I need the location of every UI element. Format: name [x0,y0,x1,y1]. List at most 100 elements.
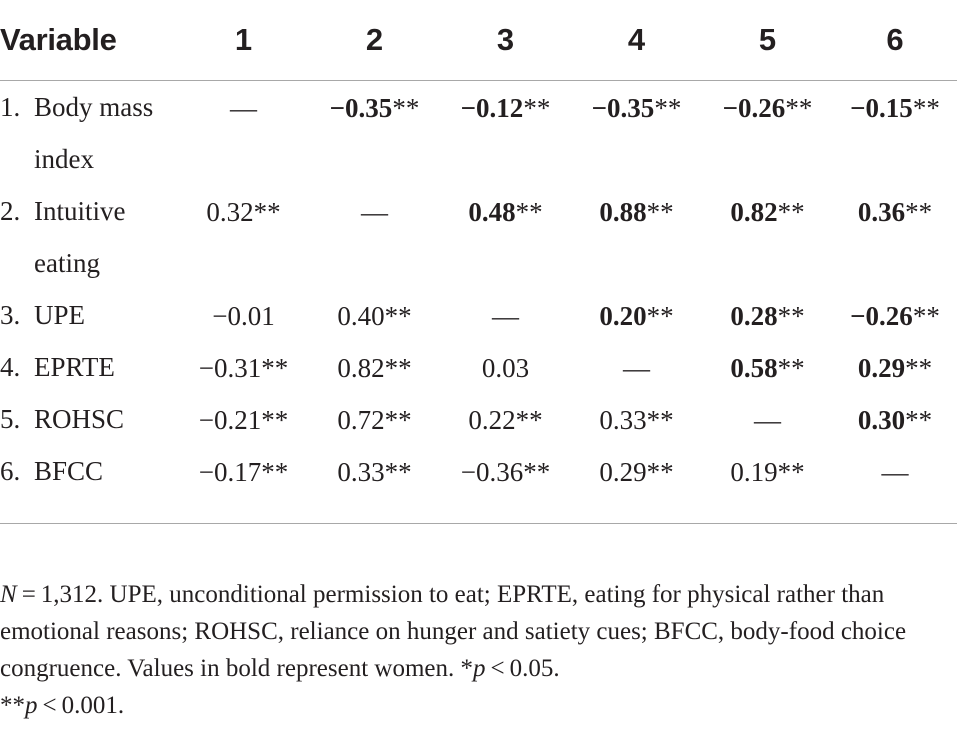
correlation-value: 0.40 [337,301,385,331]
correlation-cell: 0.82** [309,341,440,393]
table-bottom-rule [0,523,957,524]
significance-stars: ** [253,197,281,227]
significance-stars: ** [905,197,933,227]
header-col-2: 2 [309,0,440,81]
row-variable-name: Body mass index [34,92,154,174]
correlation-cell: −0.01 [178,289,309,341]
row-variable: 3. UPE [0,289,178,341]
row-variable-name: EPRTE [34,352,115,382]
correlation-value: 0.29 [599,457,647,487]
significance-stars: ** [777,353,805,383]
rule-cell [0,523,178,524]
correlation-cell: 0.29** [571,445,702,524]
correlation-value: 0.20 [599,301,647,331]
correlation-value-group: −0.15** [850,93,940,123]
correlation-cell: — [571,341,702,393]
correlation-value-group: −0.17** [199,457,288,487]
rule-cell [440,523,571,524]
significance-stars: ** [261,353,289,383]
footnote-p05: < 0.05. [485,655,560,682]
correlation-cell: 0.48** [440,185,571,289]
correlation-cell: — [833,445,957,524]
significance-stars: ** [384,405,412,435]
correlation-cell: −0.31** [178,341,309,393]
correlation-value-group: −0.26** [723,93,813,123]
correlation-cell: −0.15** [833,81,957,186]
table-body: 1. Body mass index — −0.35** −0.12** −0.35** −… [0,81,957,524]
row-variable-name: Intuitive eating [34,196,126,278]
correlation-cell: 0.03 [440,341,571,393]
correlation-value: 0.30 [857,405,906,435]
correlation-value-group: 0.58** [730,353,804,383]
rule-cell [178,523,309,524]
significance-stars: ** [905,353,933,383]
correlation-value: 0.33 [599,405,647,435]
correlation-value: 0.88 [599,197,647,227]
correlation-value: −0.26 [722,93,786,123]
row-number: 2. [0,196,21,226]
correlation-value-group: 0.82** [337,353,411,383]
correlation-value-group: −0.35** [592,93,682,123]
significance-stars: ** [515,197,543,227]
correlation-value: 0.82 [337,353,385,383]
correlation-value: −0.21 [198,405,262,435]
correlation-value: — [230,93,257,123]
correlation-cell: — [440,289,571,341]
correlation-value-group: 0.22** [468,405,542,435]
correlation-value: −0.12 [460,93,524,123]
correlation-cell: −0.35** [571,81,702,186]
footnote-line-2: **p < 0.001. [0,687,957,724]
header-row: Variable 1 2 3 4 5 6 [0,0,957,81]
correlation-value-group: — [882,457,909,487]
correlation-cell: 0.32** [178,185,309,289]
correlation-value: −0.01 [212,301,275,331]
significance-stars: ** [905,405,933,435]
correlation-value-group: 0.29** [858,353,932,383]
rule-cell [571,523,702,524]
correlation-value: 0.28 [730,301,778,331]
correlation-cell: −0.26** [833,289,957,341]
table-row: 5. ROHSC −0.21** 0.72** 0.22** 0.33** —0.30** [0,393,957,445]
footnote-p001: < 0.001. [37,692,125,719]
correlation-cell: — [309,185,440,289]
correlation-value: — [361,197,388,227]
row-variable: 4. EPRTE [0,341,178,393]
correlation-value: 0.19 [730,457,778,487]
correlation-value: — [881,457,909,487]
table-footnote: N = 1,312. UPE, unconditional permission… [0,576,957,724]
row-variable-name: BFCC [34,456,104,486]
correlation-cell: 0.22** [440,393,571,445]
correlation-cell: — [702,393,833,445]
correlation-value: 0.22 [468,405,516,435]
footnote-p-symbol: p [473,655,486,682]
correlation-value: −0.15 [850,93,913,123]
correlation-cell: −0.36** [440,445,571,524]
significance-stars: ** [523,457,551,487]
correlation-value-group: −0.01 [212,301,274,331]
correlation-cell: 0.36** [833,185,957,289]
significance-stars: ** [261,457,289,487]
correlation-value-group: 0.20** [599,301,673,331]
significance-stars: ** [392,93,420,123]
correlation-cell: −0.21** [178,393,309,445]
significance-stars: ** [646,405,674,435]
table-row: 3. UPE −0.01 0.40** —0.20** 0.28** −0.26** [0,289,957,341]
table-row: 6. BFCC −0.17** 0.33** −0.36** 0.29** 0.19** — [0,445,957,524]
significance-stars: ** [523,93,551,123]
rule-cell [309,523,440,524]
correlation-cell: 0.28** [702,289,833,341]
correlation-value-group: — [361,197,388,227]
correlation-cell: 0.82** [702,185,833,289]
correlation-value-group: 0.36** [858,197,932,227]
significance-stars: ** [785,93,813,123]
correlation-value-group: 0.03 [482,353,529,383]
row-number: 3. [0,300,21,330]
correlation-value: — [623,353,650,383]
correlation-value-group: 0.32** [206,197,280,227]
correlation-cell: −0.17** [178,445,309,524]
correlation-cell: 0.19** [702,445,833,524]
header-col-6: 6 [833,0,957,81]
correlation-value-group: 0.30** [858,405,932,435]
row-number: 4. [0,352,21,382]
significance-stars: ** [777,197,805,227]
